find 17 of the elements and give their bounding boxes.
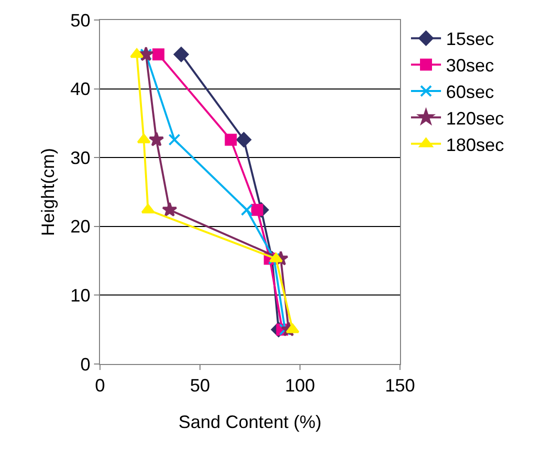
- y-tick-label: 50: [70, 10, 90, 30]
- y-axis-title: Height(cm): [38, 148, 58, 236]
- x-tick-label: 0: [94, 376, 106, 396]
- legend-label: 180sec: [446, 134, 504, 155]
- legend-label: 60sec: [446, 82, 494, 102]
- x-tick-label: 50: [190, 376, 210, 396]
- legend-label: 120sec: [446, 108, 504, 128]
- x-tick-label: 150: [384, 376, 416, 396]
- x-tick-label: 100: [284, 376, 316, 396]
- legend-label: 30sec: [446, 56, 494, 76]
- x-axis-title: Sand Content (%): [178, 412, 322, 432]
- y-tick-label: 0: [80, 354, 90, 374]
- y-tick-label: 40: [70, 79, 90, 100]
- y-tick-label: 30: [70, 148, 90, 168]
- y-tick-label: 10: [70, 286, 90, 306]
- legend-label: 15sec: [446, 29, 494, 50]
- y-tick-label: 20: [70, 216, 90, 237]
